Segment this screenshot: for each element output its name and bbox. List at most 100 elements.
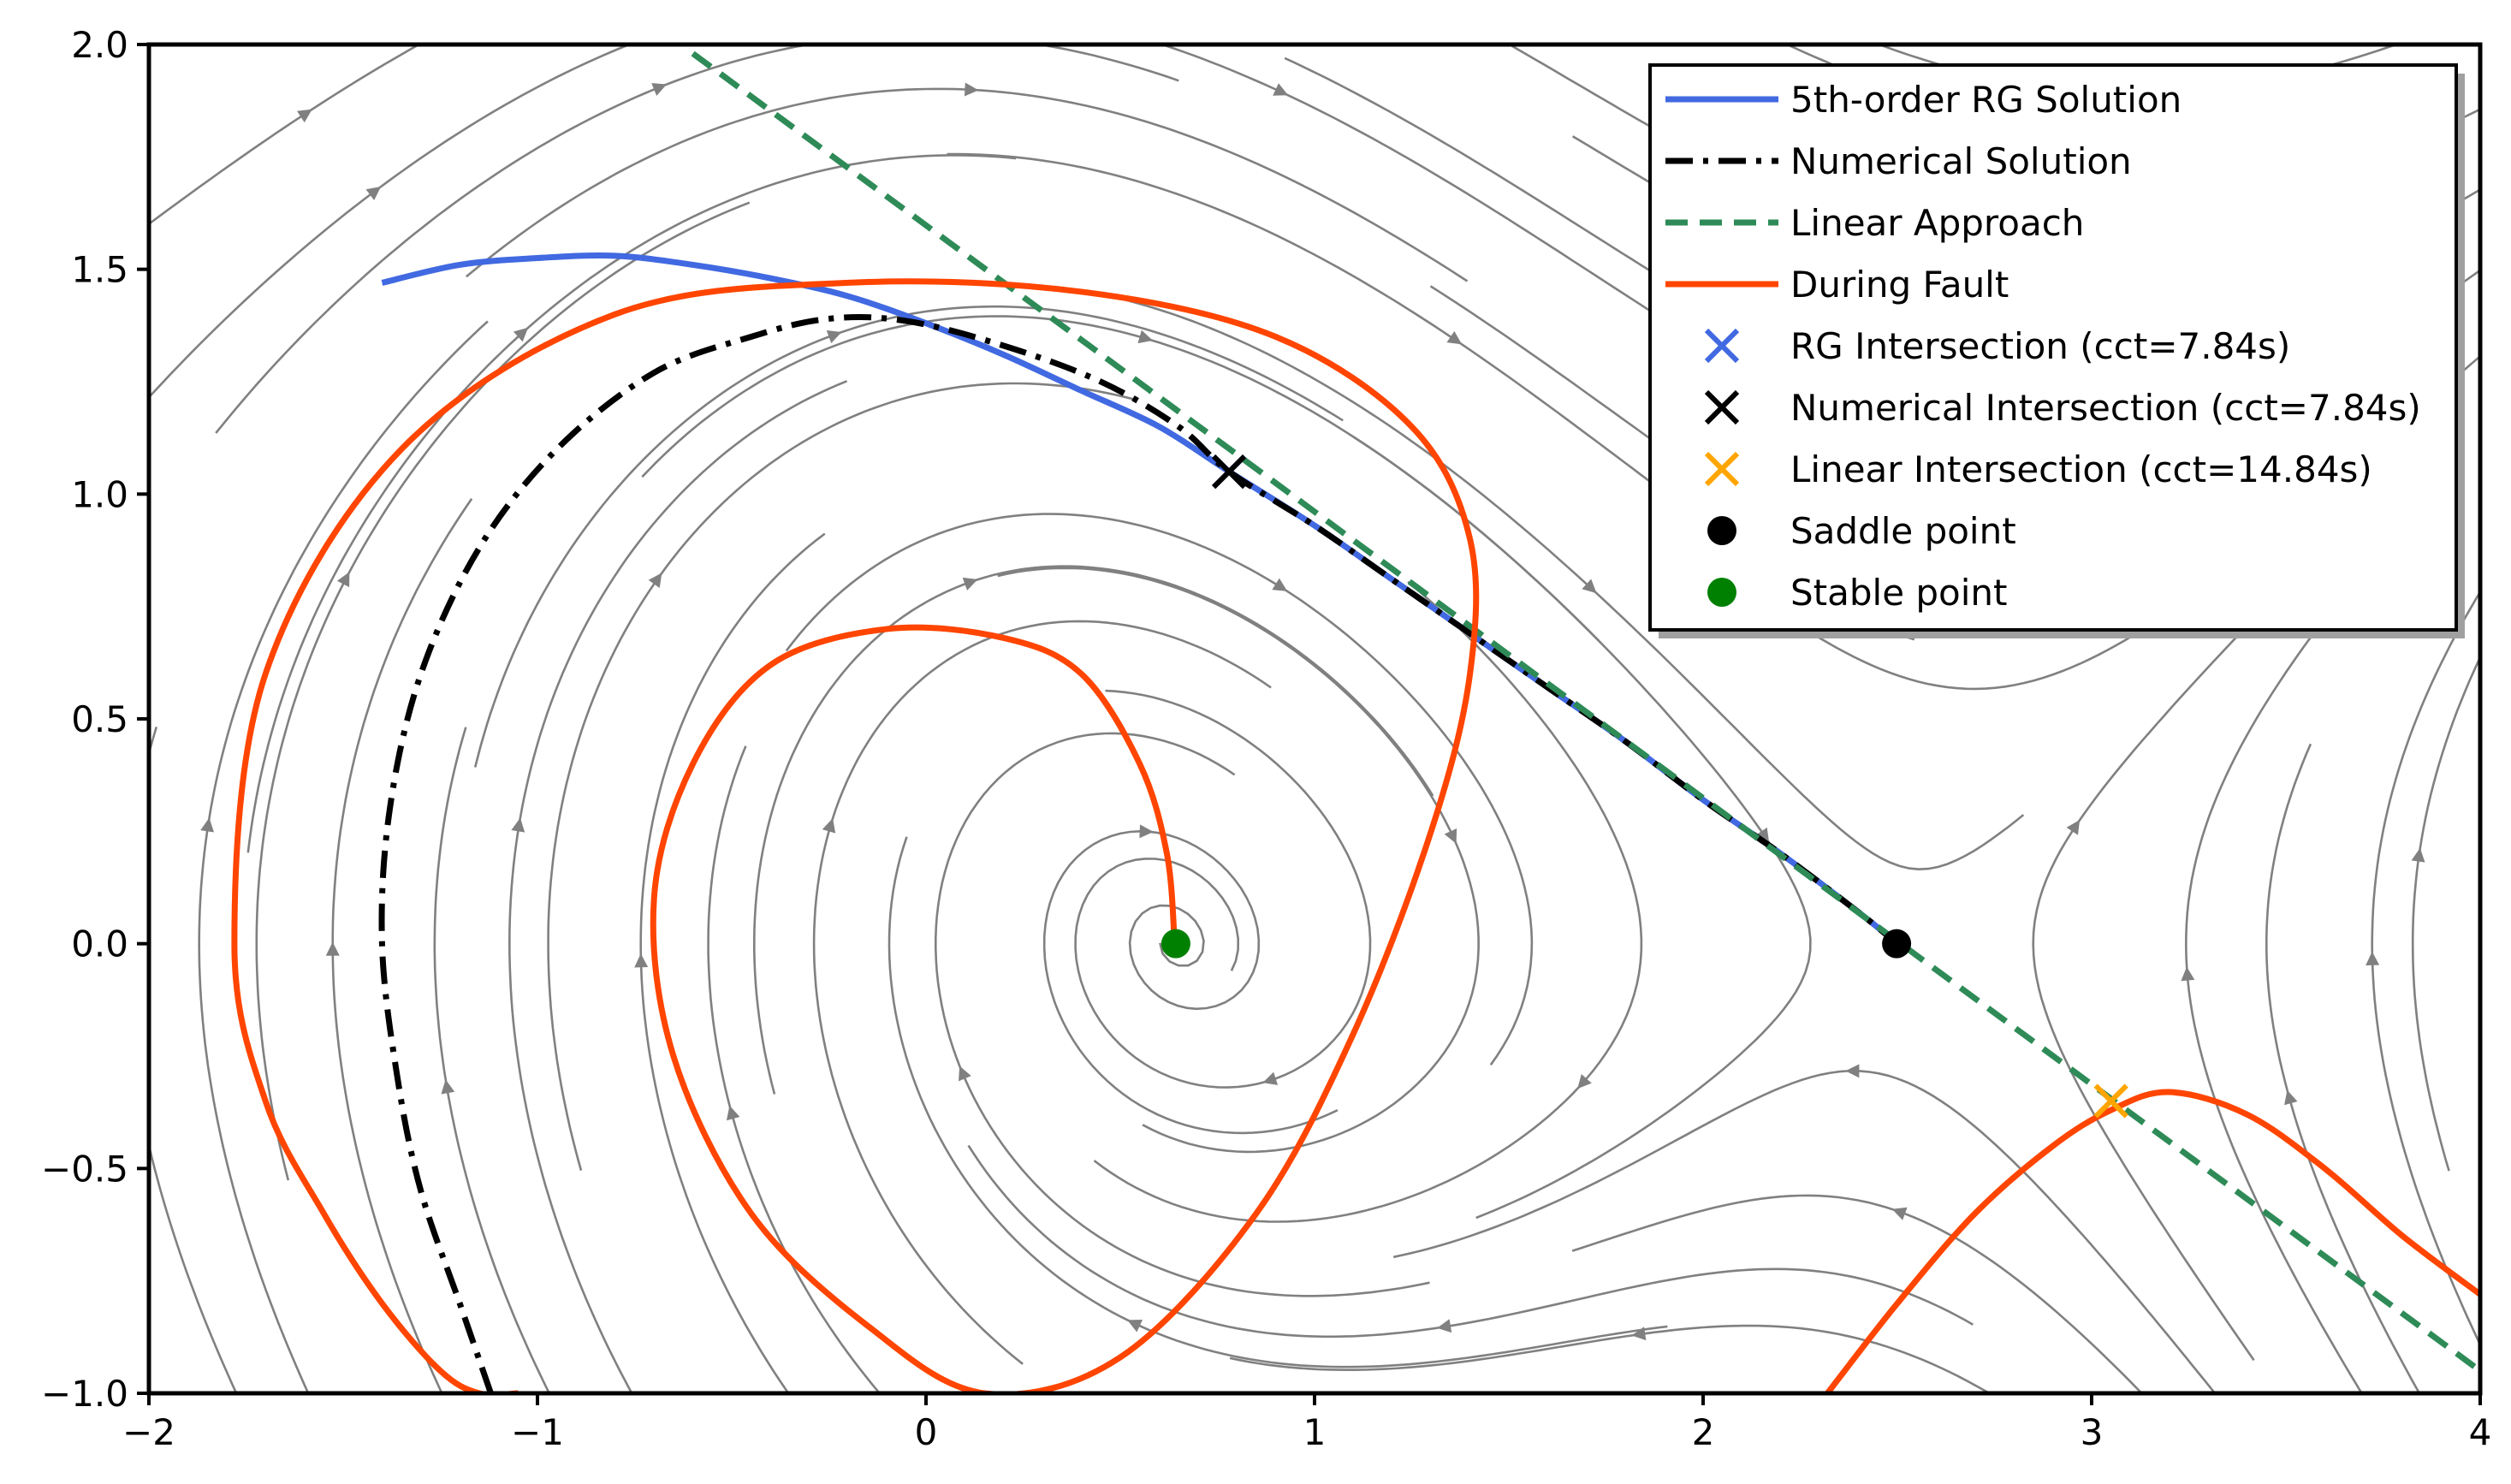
y-tick-label-4: 1.0 bbox=[71, 473, 128, 515]
streamline-16 bbox=[473, 305, 1344, 768]
streamline-23 bbox=[1158, 45, 1751, 374]
streamline-arrow-6 bbox=[441, 1079, 455, 1095]
streamline-4 bbox=[149, 45, 632, 400]
streamline-3 bbox=[255, 201, 751, 1181]
streamline-arrow-16 bbox=[826, 329, 842, 343]
streamline-31 bbox=[1392, 1069, 2217, 1393]
y-tick-label-3: 0.5 bbox=[71, 698, 128, 740]
streamline-0 bbox=[149, 727, 238, 1393]
streamline-arrow-12 bbox=[726, 1105, 740, 1121]
streamline-arrow-37 bbox=[2181, 966, 2195, 982]
streamline-arrow-14 bbox=[822, 817, 836, 834]
streamline-arrow-24 bbox=[1437, 1319, 1452, 1333]
streamline-arrow-23 bbox=[1273, 83, 1289, 96]
marker-x-2 bbox=[2093, 1083, 2128, 1119]
streamline-45 bbox=[2411, 655, 2480, 1172]
streamline-arrow-4 bbox=[365, 187, 382, 201]
streamline-arrow-7 bbox=[634, 953, 649, 968]
legend-label-6: Linear Intersection (cct=14.84s) bbox=[1790, 448, 2372, 490]
y-tick-label-0: −1.0 bbox=[41, 1373, 128, 1415]
x-tick-label-0: −2 bbox=[122, 1411, 175, 1453]
streamline-arrow-15 bbox=[962, 577, 978, 591]
streamline-arrow-45 bbox=[2411, 847, 2425, 863]
y-tick-label-1: −0.5 bbox=[41, 1148, 128, 1190]
series-layer bbox=[231, 50, 2480, 1393]
x-tick-label-2: 0 bbox=[915, 1411, 938, 1453]
streamline-13 bbox=[935, 732, 1430, 1297]
streamline-42 bbox=[2265, 743, 2421, 1393]
streamline-arrow-9 bbox=[648, 573, 662, 589]
streamline-arrow-20 bbox=[1139, 824, 1154, 839]
marker-dot-3 bbox=[1882, 929, 1912, 959]
y-tick-label-5: 1.5 bbox=[71, 249, 128, 291]
legend-label-0: 5th-order RG Solution bbox=[1790, 79, 2182, 121]
streamline-9 bbox=[547, 382, 1135, 1171]
streamline-arrow-27 bbox=[1582, 579, 1597, 594]
x-tick-label-3: 1 bbox=[1303, 1411, 1327, 1453]
legend-label-5: Numerical Intersection (cct=7.84s) bbox=[1790, 387, 2421, 429]
legend-label-2: Linear Approach bbox=[1790, 202, 2084, 244]
streamline-arrow-42 bbox=[2284, 1089, 2298, 1106]
streamline-arrow-28 bbox=[1446, 330, 1463, 345]
legend-label-7: Saddle point bbox=[1790, 510, 2016, 552]
x-tick-label-1: −1 bbox=[511, 1411, 564, 1453]
legend-label-3: During Fault bbox=[1790, 264, 2009, 306]
legend-handle-4 bbox=[1704, 328, 1740, 364]
marker-dot-4 bbox=[1161, 929, 1190, 959]
streamline-15 bbox=[753, 565, 1434, 1095]
streamline-10 bbox=[246, 154, 1017, 853]
streamline-37 bbox=[2184, 537, 2390, 1393]
streamline-arrow-44 bbox=[2366, 951, 2380, 966]
streamline-7 bbox=[639, 532, 826, 1393]
streamline-20 bbox=[1042, 829, 1339, 1135]
y-tick-label-2: 0.0 bbox=[71, 923, 128, 965]
streamline-arrow-10 bbox=[513, 327, 529, 342]
x-axis: −2 −1 0 1 2 3 4 bbox=[122, 1393, 2491, 1453]
y-tick-label-6: 2.0 bbox=[71, 24, 128, 66]
streamline-43 bbox=[2508, 822, 2511, 1078]
streamline-arrow-26 bbox=[1444, 828, 1457, 844]
streamline-arrow-11 bbox=[651, 83, 668, 96]
streamline-arrow-32 bbox=[1755, 827, 1770, 843]
legend-handle-5 bbox=[1704, 389, 1740, 425]
streamline-arrow-5 bbox=[297, 109, 312, 123]
series-line-2 bbox=[691, 50, 2480, 1374]
streamline-30 bbox=[1229, 1324, 1992, 1393]
x-tick-label-6: 4 bbox=[2469, 1411, 2492, 1453]
legend-label-8: Stable point bbox=[1790, 572, 2008, 614]
streamline-arrow-22 bbox=[1137, 329, 1154, 344]
streamline-arrow-18 bbox=[1127, 1319, 1143, 1333]
legend-frame bbox=[1648, 63, 2458, 632]
series-line-3 bbox=[231, 278, 1480, 1393]
streamline-arrow-1 bbox=[325, 941, 340, 956]
streamline-arrow-0 bbox=[131, 1079, 145, 1094]
legend-handle-8 bbox=[1707, 578, 1736, 607]
legend-label-4: RG Intersection (cct=7.84s) bbox=[1790, 325, 2290, 367]
streamline-arrow-25 bbox=[1577, 1073, 1592, 1089]
streamline-arrow-8 bbox=[511, 817, 525, 833]
legend-handle-6 bbox=[1704, 451, 1740, 487]
streamline-arrow-36 bbox=[1891, 1207, 1908, 1220]
legend: 5th-order RG Solution Numerical Solution L… bbox=[1648, 63, 2465, 638]
streamline-arrow-13 bbox=[959, 1066, 971, 1082]
streamline-arrow-3 bbox=[336, 572, 350, 588]
markers-layer bbox=[1161, 454, 2128, 1119]
streamline-arrow-19 bbox=[1262, 1071, 1279, 1085]
streamline-32 bbox=[1352, 436, 1812, 1220]
series-line-4 bbox=[1825, 1089, 2480, 1393]
streamline-arrow-31 bbox=[1845, 1064, 1860, 1078]
streamline-1 bbox=[331, 498, 473, 1393]
x-tick-label-4: 2 bbox=[1692, 1411, 1715, 1453]
streamline-26 bbox=[997, 567, 1480, 1154]
streamline-arrow-30 bbox=[1631, 1327, 1647, 1341]
y-axis: −1.0 −0.5 0.0 0.5 1.0 1.5 2.0 bbox=[41, 24, 149, 1415]
streamline-arrow-21 bbox=[1272, 578, 1288, 591]
streamline-17 bbox=[465, 87, 1469, 282]
streamline-arrow-2 bbox=[200, 817, 215, 833]
legend-label-1: Numerical Solution bbox=[1790, 140, 2132, 182]
streamline-arrow-38 bbox=[2066, 819, 2081, 835]
legend-handle-7 bbox=[1707, 516, 1736, 545]
streamline-arrow-17 bbox=[965, 82, 979, 97]
streamline-arrow-43 bbox=[2500, 931, 2511, 945]
